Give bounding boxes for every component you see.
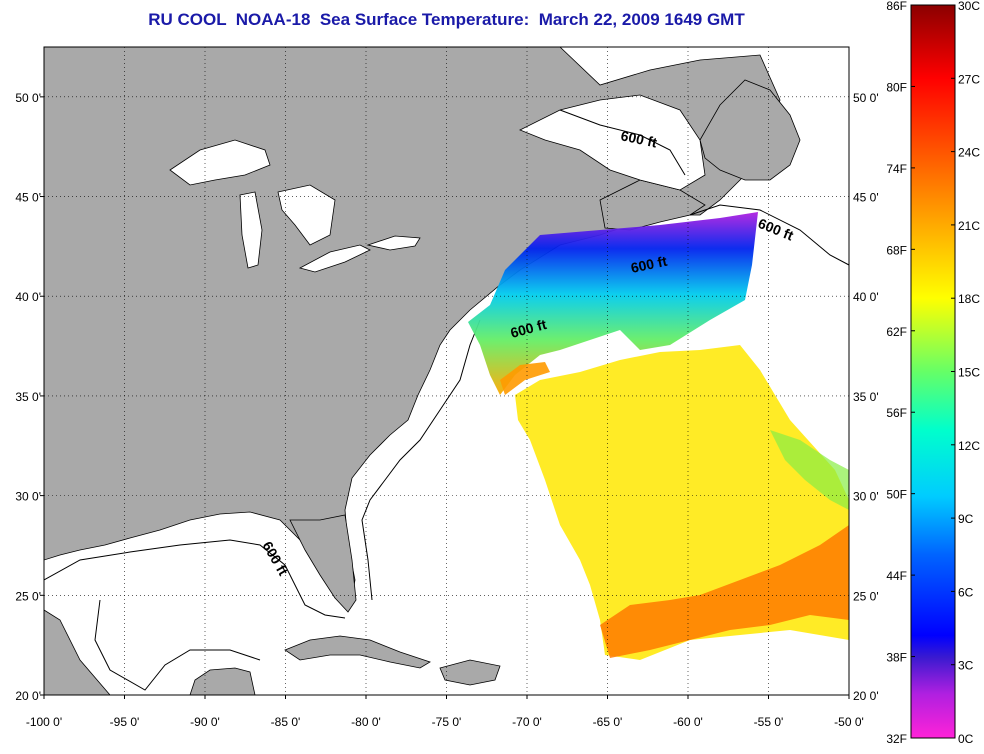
land-florida xyxy=(289,514,357,613)
lat-tick-label-right: 35 0' xyxy=(853,390,879,404)
lat-tick-label-right: 30 0' xyxy=(853,490,879,504)
lat-tick-label: 50 0' xyxy=(15,91,41,105)
colorbar-label-c: 0C xyxy=(958,732,974,746)
colorbar-label-f: 44F xyxy=(886,569,907,583)
lon-tick-label: -50 0' xyxy=(834,715,864,729)
colorbar-label-c: 27C xyxy=(958,72,980,86)
lat-tick-label: 30 0' xyxy=(15,490,41,504)
lon-tick-label: -95 0' xyxy=(110,715,140,729)
colorbar-label-c: 6C xyxy=(958,585,974,599)
lat-tick-label: 40 0' xyxy=(15,290,41,304)
contour-600ft-atlantic xyxy=(361,319,481,601)
gulf-of-st-lawrence xyxy=(519,94,706,191)
contour-600ft-gulf xyxy=(44,539,346,619)
land-yucatan xyxy=(189,667,256,695)
colorbar-label-f: 32F xyxy=(886,732,907,746)
colorbar-label-c: 18C xyxy=(958,292,980,306)
lake-superior xyxy=(169,139,271,186)
land-cuba xyxy=(284,635,431,669)
lat-tick-label-right: 50 0' xyxy=(853,91,879,105)
colorbar-label-c: 3C xyxy=(958,659,974,673)
lat-tick-label-right: 25 0' xyxy=(853,589,879,603)
lat-tick-label: 45 0' xyxy=(15,191,41,205)
lon-tick-label: -60 0' xyxy=(673,715,703,729)
land-hispaniola xyxy=(439,659,501,686)
sst-swath-warm-core xyxy=(500,362,550,395)
contour-600ft-newfoundland xyxy=(689,204,849,266)
lat-tick-label-right: 20 0' xyxy=(853,689,879,703)
colorbar-label-f: 86F xyxy=(886,0,907,13)
colorbar-label-f: 80F xyxy=(886,80,907,94)
colorbar-label-c: 24C xyxy=(958,146,980,160)
lake-huron xyxy=(277,184,336,246)
lon-tick-label: -55 0' xyxy=(754,715,784,729)
colorbar-label-c: 9C xyxy=(958,512,974,526)
map-title: RU COOL NOAA-18 Sea Surface Temperature:… xyxy=(148,10,745,29)
lake-michigan xyxy=(239,191,263,269)
lon-tick-label: -65 0' xyxy=(593,715,623,729)
lon-tick-label: -100 0' xyxy=(26,715,62,729)
lon-tick-label: -90 0' xyxy=(190,715,220,729)
colorbar-label-f: 68F xyxy=(886,243,907,257)
colorbar-label-f: 50F xyxy=(886,488,907,502)
lat-tick-label-right: 40 0' xyxy=(853,290,879,304)
colorbar-label-c: 30C xyxy=(958,0,980,13)
lake-ontario xyxy=(366,235,421,251)
colorbar-label-f: 56F xyxy=(886,406,907,420)
sst-swath-north xyxy=(468,212,758,395)
contour-label-georges-bank: 600 ft xyxy=(629,253,668,276)
colorbar-label-c: 15C xyxy=(958,366,980,380)
contour-600ft-gulf-stl xyxy=(559,109,686,176)
lon-tick-label: -70 0' xyxy=(512,715,542,729)
lat-tick-label: 20 0' xyxy=(15,689,41,703)
contour-label-gulf-stl: 600 ft xyxy=(619,127,658,150)
land-mexico xyxy=(44,609,111,695)
colorbar-label-c: 21C xyxy=(958,219,980,233)
lat-tick-label: 35 0' xyxy=(15,390,41,404)
colorbar-label-f: 62F xyxy=(886,325,907,339)
colorbar-label-c: 12C xyxy=(958,439,980,453)
contour-600ft-gulf-inner xyxy=(94,599,261,691)
lat-tick-label-right: 45 0' xyxy=(853,191,879,205)
sst-swath-orange xyxy=(600,525,849,658)
colorbar xyxy=(910,4,956,739)
lon-tick-label: -80 0' xyxy=(351,715,381,729)
lake-erie xyxy=(298,244,371,273)
lon-tick-label: -75 0' xyxy=(432,715,462,729)
colorbar-label-f: 74F xyxy=(886,162,907,176)
colorbar-label-f: 38F xyxy=(886,651,907,665)
land-newfoundland xyxy=(699,79,801,181)
sst-swath-green xyxy=(770,430,849,510)
lon-tick-label: -85 0' xyxy=(271,715,301,729)
lat-tick-label: 25 0' xyxy=(15,589,41,603)
